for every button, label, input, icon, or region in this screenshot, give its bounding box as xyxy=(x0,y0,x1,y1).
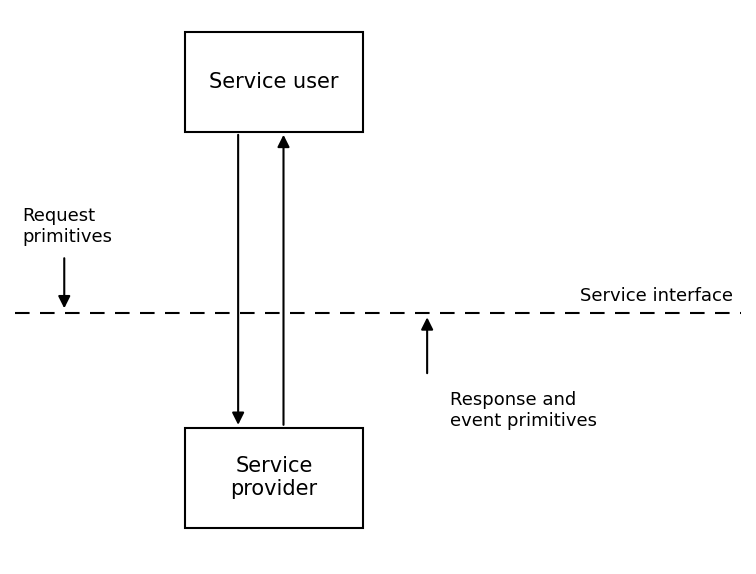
Bar xyxy=(185,32,363,132)
Text: Response and
event primitives: Response and event primitives xyxy=(450,391,596,430)
Text: Service user: Service user xyxy=(209,72,339,92)
Text: Service
provider: Service provider xyxy=(231,456,318,499)
Text: Request
primitives: Request primitives xyxy=(23,207,113,246)
Text: Service interface: Service interface xyxy=(581,288,733,305)
Bar xyxy=(185,428,363,528)
